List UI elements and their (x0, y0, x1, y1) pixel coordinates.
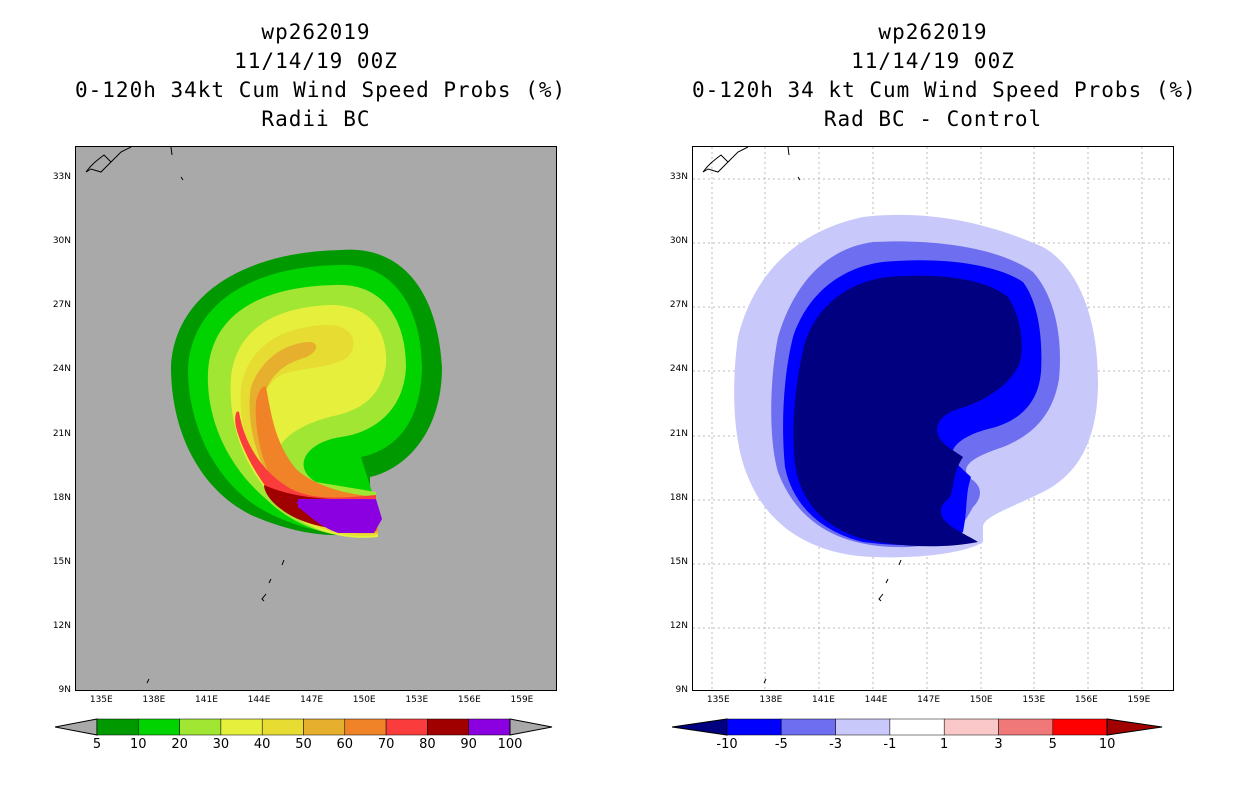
lat-tick-label: 30N (669, 236, 688, 247)
colorbar-swatch (385, 718, 428, 736)
left-colorbar (55, 718, 553, 736)
right-title-date: 11/14/19 00Z (851, 49, 1015, 73)
colorbar-tick-label: 10 (1098, 737, 1116, 752)
lon-tick-label: 156E (457, 695, 481, 705)
right-colorbar (672, 718, 1163, 736)
colorbar-swatch (261, 718, 304, 736)
lat-tick-label: 18N (669, 492, 688, 503)
colorbar-tick-label: -1 (883, 737, 897, 752)
colorbar-swatch (781, 718, 836, 736)
lon-tick-label: 144E (864, 695, 888, 705)
colorbar-tick-label: 60 (336, 737, 354, 752)
colorbar-swatch (138, 718, 180, 736)
colorbar-swatch (835, 718, 891, 736)
colorbar-swatch (179, 718, 222, 736)
right-title-product: 0-120h 34 kt Cum Wind Speed Probs (%) (692, 78, 1197, 102)
colorbar-swatch (96, 718, 139, 736)
lon-tick-label: 156E (1074, 695, 1098, 705)
left-map-svg (85, 147, 442, 684)
right-difference-map (692, 146, 1174, 691)
colorbar-tick-label: 50 (295, 737, 312, 752)
lat-tick-label: 12N (669, 620, 688, 631)
lat-tick-label: 27N (669, 300, 688, 311)
colorbar-tick-label: 100 (497, 737, 523, 752)
colorbar-arrow-low (55, 718, 98, 736)
lat-tick-label: 12N (52, 620, 71, 631)
colorbar-arrow-high (1106, 718, 1163, 736)
lon-tick-label: 153E (1022, 695, 1046, 705)
colorbar-swatch (344, 718, 387, 736)
left-title-date: 11/14/19 00Z (234, 49, 398, 73)
colorbar-swatch (726, 718, 782, 736)
lon-tick-label: 147E (917, 695, 941, 705)
lat-tick-label: 27N (52, 300, 71, 311)
colorbar-tick-label: 70 (377, 737, 395, 752)
colorbar-tick-label: -3 (829, 737, 843, 752)
colorbar-arrow-high (509, 718, 553, 736)
lat-tick-label: 33N (669, 172, 688, 183)
colorbar-tick-label: -10 (716, 737, 738, 752)
left-title-storm-id: wp262019 (261, 20, 371, 44)
lon-tick-label: 138E (759, 695, 783, 705)
colorbar-swatch (998, 718, 1054, 736)
colorbar-swatch (468, 718, 511, 736)
lat-tick-label: 24N (52, 364, 71, 375)
left-probability-map (75, 146, 557, 691)
colorbar-swatch (1052, 718, 1108, 736)
right-title-subtitle: Rad BC - Control (823, 107, 1043, 131)
right-title-storm-id: wp262019 (878, 20, 988, 44)
lat-tick-label: 24N (669, 364, 688, 375)
colorbar-tick-label: 10 (130, 737, 147, 752)
colorbar-tick-label: -5 (774, 737, 788, 752)
colorbar-swatch (220, 718, 263, 736)
lon-tick-label: 135E (706, 695, 730, 705)
colorbar-tick-label: 30 (212, 737, 230, 752)
colorbar-tick-label: 20 (171, 737, 188, 752)
lat-tick-label: 15N (669, 556, 688, 567)
left-title-subtitle: Radii BC (261, 107, 371, 131)
colorbar-swatch (427, 718, 469, 736)
lon-tick-label: 159E (1127, 695, 1151, 705)
lon-tick-label: 138E (142, 695, 166, 705)
left-coastlines (85, 147, 285, 684)
colorbar-tick-label: 1 (940, 737, 949, 752)
colorbar-tick-label: 5 (92, 737, 102, 752)
right-map-svg (693, 147, 1173, 690)
colorbar-swatch (889, 718, 945, 736)
lon-tick-label: 150E (969, 695, 993, 705)
lat-tick-label: 18N (52, 492, 71, 503)
left-panel-title: wp262019 11/14/19 00Z 0-120h 34kt Cum Wi… (75, 18, 567, 134)
lon-tick-label: 141E (195, 695, 218, 705)
colorbar-tick-label: 5 (1048, 737, 1057, 752)
lon-tick-label: 159E (510, 695, 534, 705)
right-coastlines (702, 147, 902, 684)
right-panel-title: wp262019 11/14/19 00Z 0-120h 34 kt Cum W… (692, 18, 1197, 134)
colorbar-tick-label: 40 (253, 737, 271, 752)
diff-minus-10 (793, 275, 1022, 547)
lon-tick-label: 144E (247, 695, 271, 705)
right-contours (734, 214, 1098, 558)
lat-tick-label: 21N (669, 428, 688, 439)
colorbar-arrow-low (672, 718, 728, 736)
lon-tick-label: 141E (812, 695, 835, 705)
left-title-product: 0-120h 34kt Cum Wind Speed Probs (%) (75, 78, 567, 102)
lon-tick-label: 135E (89, 695, 113, 705)
colorbar-swatch (303, 718, 346, 736)
colorbar-swatch (943, 718, 999, 736)
lat-tick-label: 21N (52, 428, 71, 439)
left-contours (171, 249, 442, 538)
lat-tick-label: 30N (52, 236, 71, 247)
lat-tick-label: 9N (58, 685, 71, 695)
lat-tick-label: 33N (52, 172, 71, 183)
lon-tick-label: 147E (300, 695, 324, 705)
lon-tick-label: 150E (352, 695, 376, 705)
contour-hotspot (296, 499, 382, 533)
lat-tick-label: 9N (675, 685, 688, 695)
colorbar-tick-label: 80 (419, 737, 436, 752)
lon-tick-label: 153E (405, 695, 429, 705)
colorbar-tick-label: 3 (994, 737, 1003, 752)
lat-tick-label: 15N (52, 556, 71, 567)
colorbar-tick-label: 90 (460, 737, 477, 752)
